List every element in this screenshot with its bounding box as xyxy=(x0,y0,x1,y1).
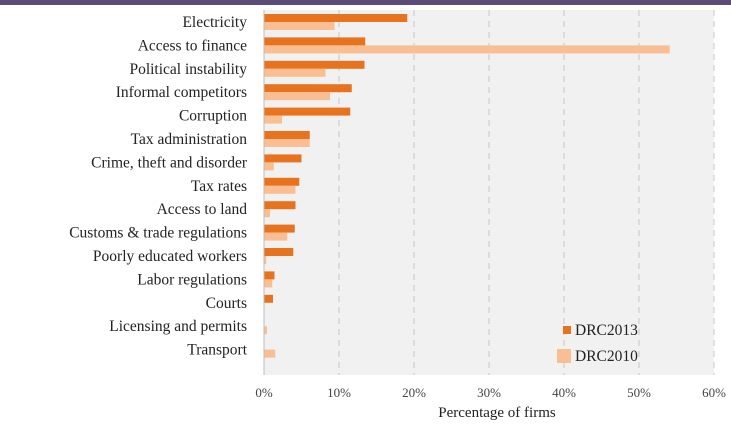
category-label: Poorly educated workers xyxy=(93,248,247,265)
bar-drc2013-12 xyxy=(264,294,273,303)
bar-drc2010-10 xyxy=(264,256,267,264)
bar-drc2013-2 xyxy=(264,60,365,69)
bar-drc2010-4 xyxy=(264,115,282,124)
bar-drc2013-4 xyxy=(264,107,351,116)
category-label: Corruption xyxy=(179,108,247,125)
x-tick-label: 60% xyxy=(702,385,726,400)
category-labels: Electricity Access to finance Political in… xyxy=(69,14,248,359)
category-label: Access to land xyxy=(157,201,248,218)
bar-drc2010-14 xyxy=(264,349,276,358)
bar-drc2010-9 xyxy=(264,232,288,241)
bar-drc2013-11 xyxy=(264,271,275,280)
bar-drc2013-7 xyxy=(264,177,300,186)
bar-drc2013-3 xyxy=(264,84,352,93)
bar-drc2010-3 xyxy=(264,92,330,101)
category-label: Political instability xyxy=(129,61,247,78)
bar-drc2013-8 xyxy=(264,201,296,210)
bar-drc2010-8 xyxy=(264,209,270,218)
category-label: Access to finance xyxy=(138,37,247,54)
category-label: Transport xyxy=(187,342,247,359)
bar-drc2013-5 xyxy=(264,131,310,139)
category-label: Labor regulations xyxy=(137,271,247,288)
x-tick-label: 30% xyxy=(477,385,501,400)
bar-drc2010-5 xyxy=(264,139,310,147)
category-label: Tax rates xyxy=(191,178,247,195)
x-tick-labels: 0% 10% 20% 30% 40% 50% 60% xyxy=(255,385,726,400)
bar-drc2010-6 xyxy=(264,162,274,171)
x-tick-label: 10% xyxy=(327,385,351,400)
legend-swatch-drc2010 xyxy=(557,349,571,363)
bar-drc2010-1 xyxy=(264,45,670,54)
category-label: Licensing and permits xyxy=(109,318,247,335)
category-label: Informal competitors xyxy=(116,84,247,101)
category-label: Courts xyxy=(206,295,247,312)
bar-drc2013-6 xyxy=(264,154,302,163)
bar-drc2013-10 xyxy=(264,248,294,256)
bar-drc2010-2 xyxy=(264,68,326,77)
bars xyxy=(264,14,670,358)
category-label: Electricity xyxy=(182,14,247,31)
category-label: Tax administration xyxy=(131,131,248,148)
gridlines xyxy=(338,10,715,375)
x-tick-label: 50% xyxy=(627,385,651,400)
legend-label-drc2013: DRC2013 xyxy=(575,322,638,339)
legend-label-drc2010: DRC2010 xyxy=(575,348,638,365)
bar-drc2013-1 xyxy=(264,37,366,46)
bar-drc2010-0 xyxy=(264,22,335,30)
x-tick-label: 0% xyxy=(255,385,273,400)
category-label: Customs & trade regulations xyxy=(69,225,247,242)
legend-swatch-drc2013 xyxy=(563,326,571,334)
x-tick-label: 20% xyxy=(402,385,426,400)
x-axis-title: Percentage of firms xyxy=(438,405,556,421)
header-bar xyxy=(0,0,731,5)
legend: DRC2013 DRC2010 xyxy=(557,322,638,365)
x-tick-label: 40% xyxy=(552,385,576,400)
bar-drc2010-13 xyxy=(264,326,267,335)
bar-drc2013-0 xyxy=(264,14,408,22)
bar-drc2010-7 xyxy=(264,185,296,194)
bar-drc2013-9 xyxy=(264,224,295,233)
category-label: Crime, theft and disorder xyxy=(91,154,248,171)
bar-drc2010-11 xyxy=(264,279,273,288)
